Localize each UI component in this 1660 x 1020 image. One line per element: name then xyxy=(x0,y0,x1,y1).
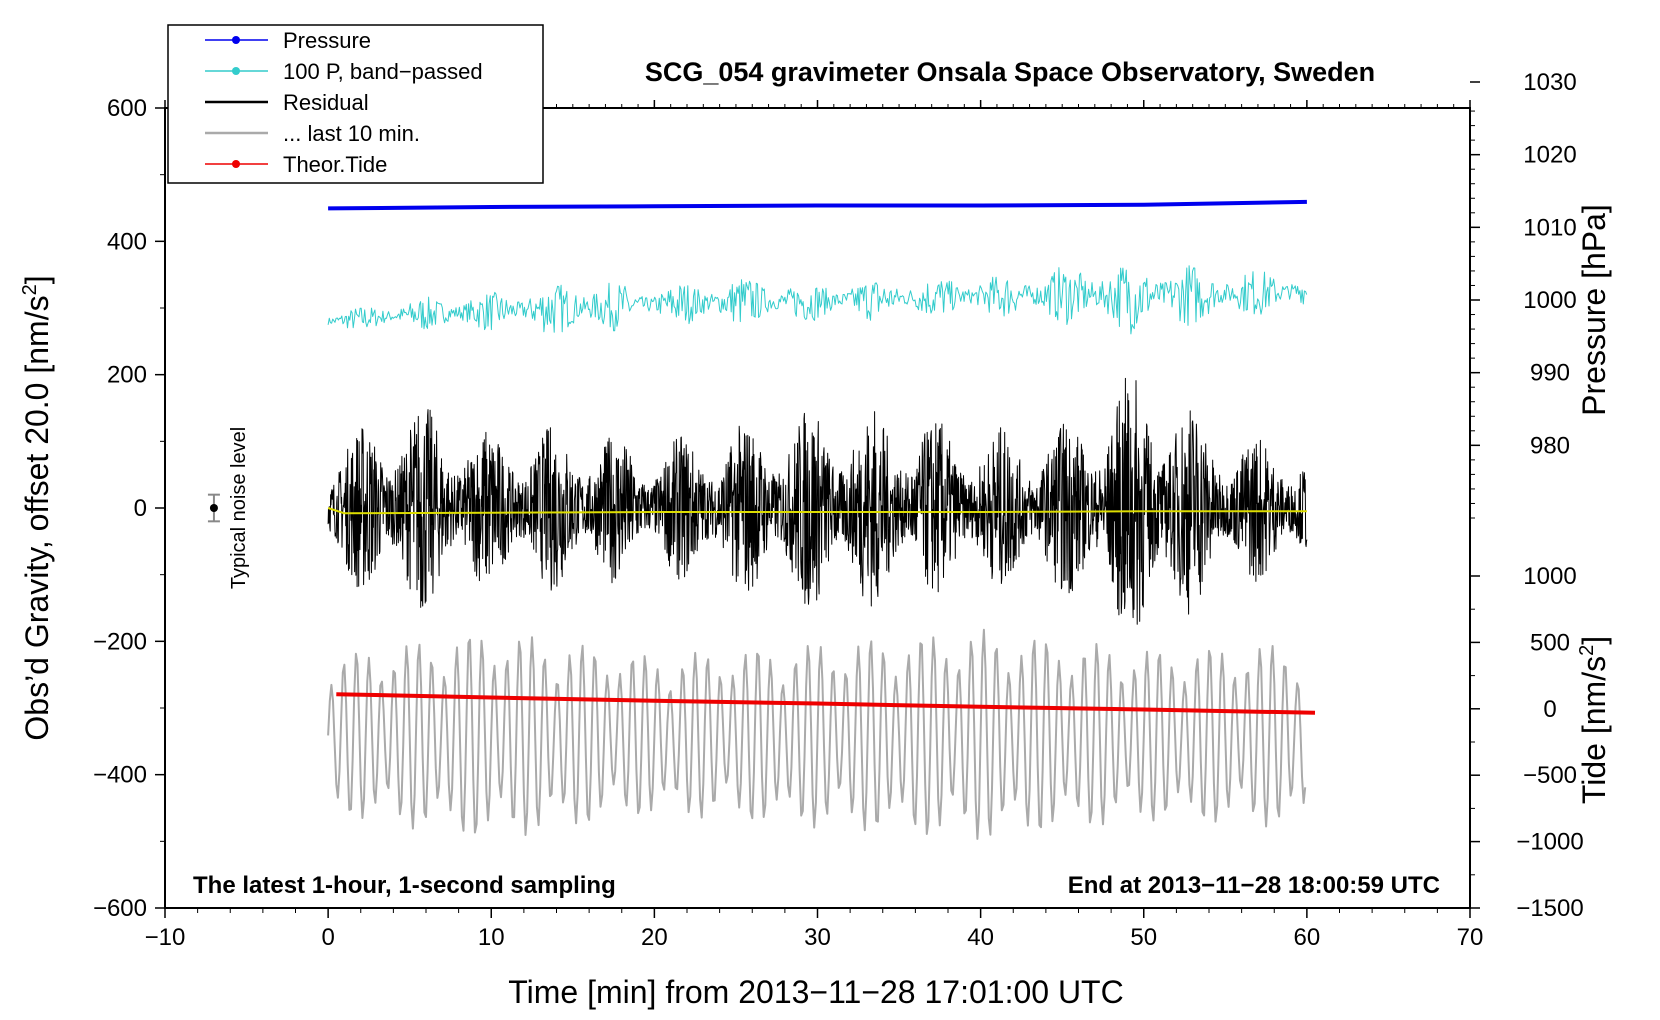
x-tick-label: 0 xyxy=(321,924,334,951)
x-tick-label: 60 xyxy=(1294,924,1321,951)
legend-label: Theor.Tide xyxy=(283,152,387,177)
legend-label: Pressure xyxy=(283,28,371,53)
tide-tick-label: −1000 xyxy=(1516,829,1583,856)
noise-point xyxy=(209,504,218,512)
pressure-tick-label: 1030 xyxy=(1523,69,1576,96)
legend-label: ... last 10 min. xyxy=(283,121,420,146)
x-tick-label: 10 xyxy=(478,924,505,951)
y-axis-title-tide-main: Tide [nm/s xyxy=(1576,656,1612,804)
x-axis-title: Time [min] from 2013−11−28 17:01:00 UTC xyxy=(508,974,1123,1010)
x-tick-label: 70 xyxy=(1457,924,1484,951)
pressure-tick-label: 1010 xyxy=(1523,214,1576,241)
series-line-theor-tide xyxy=(336,692,1316,715)
sampling-note: The latest 1-hour, 1-second sampling xyxy=(193,872,616,899)
legend-marker xyxy=(232,36,240,44)
y-tick-label: −200 xyxy=(93,628,147,655)
y-tick-label: 600 xyxy=(107,95,147,122)
y-axis-title-left-sup: 2 xyxy=(19,284,41,295)
series-line-100-p-band-passed xyxy=(327,265,1308,335)
y-tick-label: 200 xyxy=(107,362,147,389)
y-axis-title-left-main: Obs’d Gravity, offset 20.0 [nm/s xyxy=(19,295,55,740)
legend-label: 100 P, band−passed xyxy=(283,59,483,84)
legend-items: Pressure 100 P, band−passed Residual ... la… xyxy=(205,28,483,177)
axes-layer: −10 0 10 20 30 40 50 60 70−600−400−2000200400600… xyxy=(93,69,1584,951)
legend-marker xyxy=(232,67,240,75)
tide-tick-label: 500 xyxy=(1530,629,1570,656)
tide-tick-label: −1500 xyxy=(1516,895,1583,922)
plot-frame xyxy=(164,107,1471,909)
y-tick-label: 0 xyxy=(134,495,147,522)
x-tick-label: 50 xyxy=(1130,924,1157,951)
tide-tick-label: −500 xyxy=(1523,762,1577,789)
x-tick-label: −10 xyxy=(145,924,186,951)
tide-tick-label: 1000 xyxy=(1523,563,1576,590)
y-axis-title-tide-end: ] xyxy=(1576,636,1612,645)
tide-tick-label: 0 xyxy=(1543,696,1556,723)
series-line-residual-smooth xyxy=(327,507,1307,515)
series-line--last-10-min- xyxy=(327,628,1307,840)
pressure-tick-label: 980 xyxy=(1530,432,1570,459)
y-axis-title-tide: Tide [nm/s2] xyxy=(1576,636,1612,804)
y-axis-title-left: Obs’d Gravity, offset 20.0 [nm/s2] xyxy=(19,275,55,740)
chart-title: SCG_054 gravimeter Onsala Space Observat… xyxy=(645,57,1375,87)
y-axis-title-left-end: ] xyxy=(19,275,55,284)
legend-box xyxy=(167,24,544,184)
noise-label: Typical noise level xyxy=(228,427,250,589)
y-axis-title-pressure: Pressure [hPa] xyxy=(1576,204,1612,416)
pressure-tick-label: 1020 xyxy=(1523,142,1576,169)
series-line-pressure xyxy=(328,199,1307,211)
x-tick-label: 20 xyxy=(641,924,668,951)
noise-indicator: Typical noise level xyxy=(207,427,250,589)
y-tick-label: 400 xyxy=(107,228,147,255)
end-time-note: End at 2013−11−28 18:00:59 UTC xyxy=(1068,872,1440,899)
series-layer xyxy=(327,199,1316,840)
y-tick-label: −400 xyxy=(93,762,147,789)
legend: Pressure 100 P, band−passed Residual ... la… xyxy=(167,24,544,184)
x-tick-label: 30 xyxy=(804,924,831,951)
legend-marker xyxy=(232,160,240,168)
pressure-tick-label: 990 xyxy=(1530,360,1570,387)
y-axis-title-tide-sup: 2 xyxy=(1576,645,1598,656)
legend-label: Residual xyxy=(283,90,369,115)
pressure-tick-label: 1000 xyxy=(1523,287,1576,314)
series-line-residual xyxy=(327,377,1308,625)
y-tick-label: −600 xyxy=(93,895,147,922)
x-tick-label: 40 xyxy=(967,924,994,951)
